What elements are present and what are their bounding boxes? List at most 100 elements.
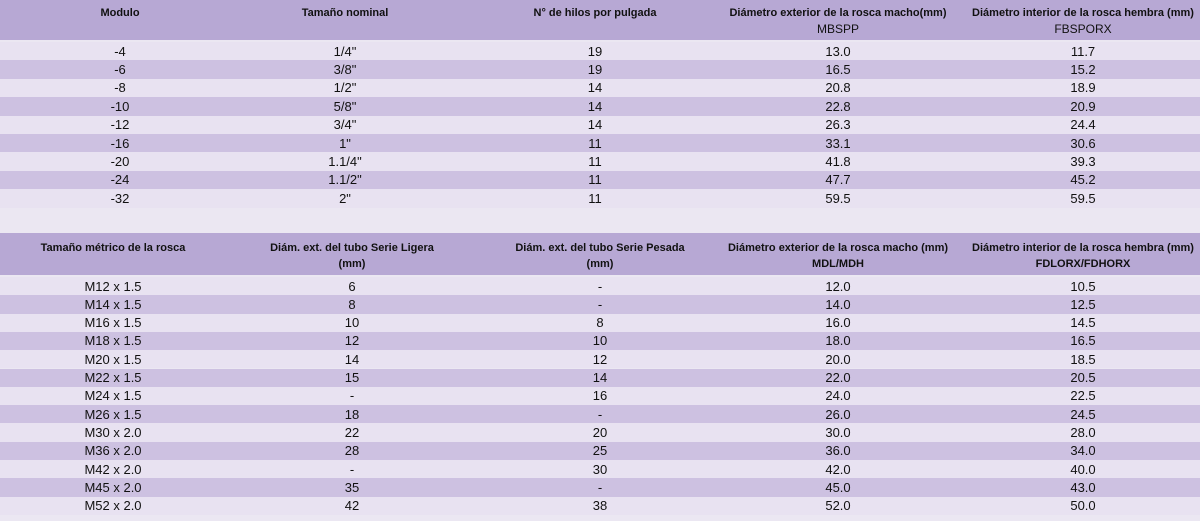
table-row	[0, 331, 1200, 351]
table-cell: 3/4"	[333, 117, 357, 133]
table-cell: 52.0	[825, 498, 851, 514]
table-cell: 3/8"	[333, 61, 357, 77]
table-row	[0, 478, 1200, 497]
table-cell: 8	[596, 315, 604, 331]
table-cell: 18.5	[1070, 351, 1096, 367]
table-cell: 12.0	[825, 278, 851, 294]
table-cell: 34.0	[1070, 443, 1096, 459]
table-row	[0, 423, 1200, 442]
table-cell: 45.0	[825, 479, 851, 495]
table-cell: -16	[110, 135, 130, 151]
table-cell: -20	[110, 153, 130, 169]
table-cell: 36.0	[825, 443, 851, 459]
table-cell: 11	[588, 190, 602, 206]
table-cell: 16	[592, 388, 608, 404]
table-cell: 14.5	[1070, 315, 1096, 331]
table-cell: M20 x 1.5	[84, 351, 142, 367]
table-cell: -	[597, 296, 603, 312]
table-cell: 33.1	[825, 135, 851, 151]
table-cell: 20.0	[825, 351, 851, 367]
table-cell: 12	[592, 351, 608, 367]
table-cell: M45 x 2.0	[84, 479, 142, 495]
table-cell: -8	[114, 80, 126, 96]
header-cell: FDLORX/FDHORX	[1035, 258, 1131, 270]
table-cell: -	[597, 278, 603, 294]
header-cell: (mm)	[586, 258, 614, 270]
table-cell: 18.0	[825, 333, 851, 349]
table-cell: 5/8"	[333, 98, 357, 114]
table-cell: 42.0	[825, 461, 851, 477]
header-cell: MBSPP	[816, 22, 859, 36]
table-cell: 10	[344, 315, 360, 331]
table-row	[0, 295, 1200, 314]
table-row	[0, 115, 1200, 134]
table-cell: 11	[588, 153, 602, 169]
table-cell: 11	[588, 172, 602, 188]
header-cell: (mm)	[338, 258, 366, 270]
table-row	[0, 170, 1200, 190]
table-cell: 10.5	[1070, 278, 1096, 294]
table-cell: M42 x 2.0	[84, 461, 142, 477]
table-cell: M36 x 2.0	[84, 443, 142, 459]
table-cell: 18	[344, 406, 360, 422]
table-cell: 14	[587, 98, 603, 114]
table-cell: M24 x 1.5	[84, 388, 142, 404]
table-cell: 20.5	[1070, 370, 1096, 385]
table-row	[0, 277, 1200, 296]
table-cell: 1.1/2"	[328, 172, 362, 188]
table-cell: 22.0	[825, 370, 851, 385]
table-cell: -	[349, 461, 355, 477]
table-cell: 19	[587, 43, 603, 59]
table-cell: 12.5	[1070, 296, 1096, 312]
table-row	[0, 152, 1200, 171]
table-cell: 16.0	[825, 315, 851, 331]
table-cell: 30.0	[825, 424, 851, 440]
table-cell: 14	[344, 351, 360, 367]
table-cell: 16.5	[1070, 333, 1096, 349]
table-cell: -10	[110, 98, 130, 114]
table-cell: 20.8	[825, 80, 851, 96]
table-cell: 15	[344, 370, 360, 385]
table-cell: 6	[348, 278, 356, 294]
table-row	[0, 60, 1200, 79]
header-cell: Tamaño métrico de la rosca	[40, 242, 186, 254]
table-cell: 26.0	[825, 406, 851, 422]
header-cell: Modulo	[100, 7, 140, 19]
table-cell: 30	[592, 461, 608, 477]
table-cell: 11.7	[1070, 43, 1096, 59]
table-cell: M26 x 1.5	[84, 406, 142, 422]
table-row	[0, 313, 1200, 332]
table-cell: -6	[114, 61, 126, 77]
table-cell: -24	[110, 172, 130, 188]
table-cell: M52 x 2.0	[84, 498, 142, 514]
table-cell: 35	[344, 479, 360, 495]
table-cell: 12	[344, 333, 360, 349]
table-row	[0, 460, 1200, 479]
table-cell: 11	[588, 135, 602, 151]
table-cell: 22.8	[825, 98, 851, 114]
table-cell: 24.0	[825, 388, 851, 404]
header-row	[0, 0, 1200, 40]
table-row	[0, 189, 1200, 208]
table-cell: 16.5	[825, 61, 851, 77]
table-row	[0, 386, 1200, 406]
table-cell: -4	[114, 43, 126, 59]
header-cell: Diámetro exterior de la rosca macho(mm)	[729, 7, 947, 19]
table-cell: M18 x 1.5	[84, 333, 142, 349]
table-cell: 14	[587, 117, 603, 133]
table-cell: 14.0	[825, 296, 851, 312]
table-cell: -	[597, 479, 603, 495]
table-cell: 14	[592, 370, 608, 385]
header-cell: FBSPORX	[1054, 22, 1112, 36]
table-cell: 45.2	[1070, 172, 1096, 188]
table-cell: 28.0	[1070, 424, 1096, 440]
table-cell: M22 x 1.5	[84, 370, 142, 385]
table-cell: -	[349, 388, 355, 404]
table-cell: 38	[592, 498, 608, 514]
table-row	[0, 405, 1200, 424]
table-cell: 1"	[339, 135, 351, 151]
table-cell: 22	[344, 424, 360, 440]
header-cell: Tamaño nominal	[301, 7, 389, 19]
table-row	[0, 42, 1200, 61]
table-cell: 41.8	[825, 153, 851, 169]
